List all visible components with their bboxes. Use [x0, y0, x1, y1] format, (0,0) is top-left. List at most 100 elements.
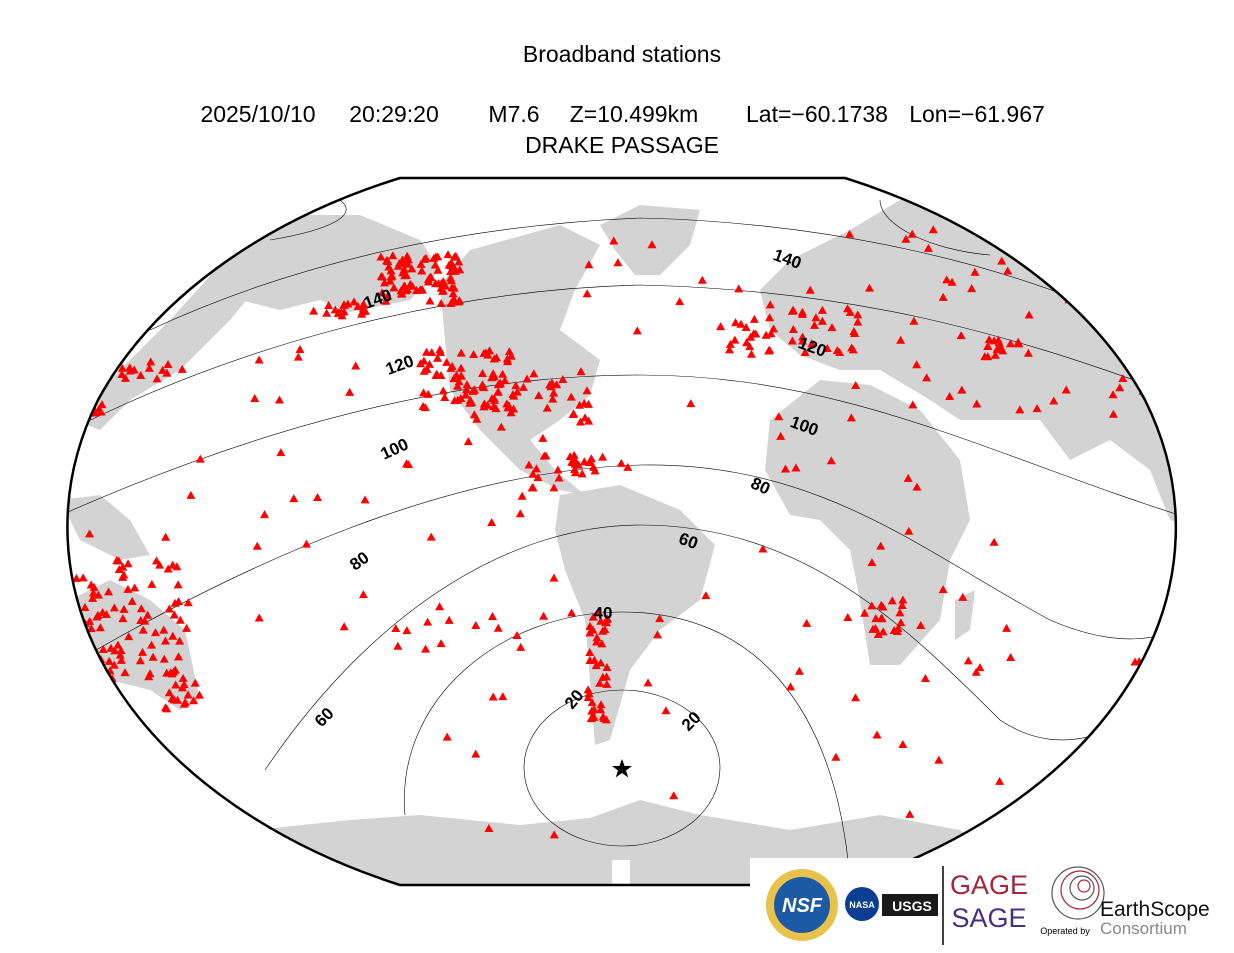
station — [54, 460, 63, 468]
station — [1148, 667, 1158, 676]
station — [118, 562, 128, 571]
station — [898, 595, 908, 604]
station — [548, 394, 558, 403]
station — [85, 616, 95, 625]
station — [575, 400, 585, 409]
station — [163, 564, 173, 573]
station — [92, 612, 102, 621]
station — [109, 603, 119, 612]
station — [174, 652, 184, 661]
station — [150, 628, 160, 637]
station — [811, 313, 821, 322]
station — [353, 302, 363, 311]
station — [140, 616, 150, 625]
station — [433, 353, 443, 362]
station — [427, 347, 437, 356]
station — [867, 558, 877, 567]
station — [989, 537, 999, 546]
station — [393, 261, 403, 270]
station — [276, 448, 286, 457]
station — [182, 623, 192, 632]
station — [397, 255, 407, 264]
station — [195, 454, 205, 463]
station — [1134, 346, 1144, 355]
station — [586, 714, 596, 723]
station — [787, 336, 797, 345]
station — [549, 573, 559, 582]
station — [956, 331, 966, 340]
station — [758, 544, 768, 553]
station — [545, 380, 555, 389]
station — [632, 326, 642, 335]
station — [997, 256, 1007, 265]
station — [587, 698, 597, 707]
station — [1144, 656, 1154, 665]
station — [616, 458, 626, 467]
station — [873, 629, 883, 638]
station — [730, 335, 740, 344]
station — [1024, 310, 1034, 319]
station — [533, 473, 543, 482]
station — [522, 374, 532, 383]
station — [423, 617, 433, 626]
station — [904, 526, 914, 535]
station — [1061, 385, 1071, 394]
station — [160, 636, 170, 645]
station — [800, 347, 810, 356]
station — [440, 392, 450, 401]
station — [734, 284, 744, 293]
station — [109, 660, 119, 669]
station — [412, 285, 422, 294]
station — [508, 390, 518, 399]
station — [653, 630, 663, 639]
station — [889, 626, 899, 635]
station — [963, 656, 973, 665]
station — [896, 335, 906, 344]
station — [166, 668, 176, 677]
station — [402, 284, 412, 293]
station — [129, 365, 139, 374]
station — [1124, 273, 1134, 282]
station — [104, 587, 114, 596]
station — [461, 390, 471, 399]
station — [194, 690, 204, 699]
station — [178, 673, 188, 682]
station — [144, 363, 154, 372]
station — [957, 385, 967, 394]
station — [697, 275, 707, 284]
station — [80, 602, 90, 611]
station — [596, 700, 606, 709]
station — [512, 630, 522, 639]
station — [462, 385, 472, 394]
station — [254, 355, 264, 364]
station — [469, 350, 479, 359]
station — [159, 654, 169, 663]
station — [807, 339, 817, 348]
station — [488, 369, 498, 378]
station — [289, 494, 299, 503]
station — [120, 668, 130, 677]
station — [77, 406, 87, 415]
station — [164, 604, 174, 613]
station — [360, 495, 370, 504]
station — [388, 251, 398, 260]
station — [568, 410, 578, 419]
station — [446, 267, 456, 276]
station — [958, 592, 968, 601]
station — [94, 404, 104, 413]
station — [424, 277, 434, 286]
station — [549, 830, 559, 839]
station — [896, 618, 906, 627]
station — [791, 463, 801, 472]
station — [601, 617, 611, 626]
station — [147, 579, 157, 588]
station — [118, 614, 128, 623]
station — [928, 225, 938, 234]
station — [1116, 316, 1126, 325]
station — [492, 353, 502, 362]
station — [686, 399, 696, 408]
station — [601, 715, 611, 724]
station — [907, 229, 917, 238]
